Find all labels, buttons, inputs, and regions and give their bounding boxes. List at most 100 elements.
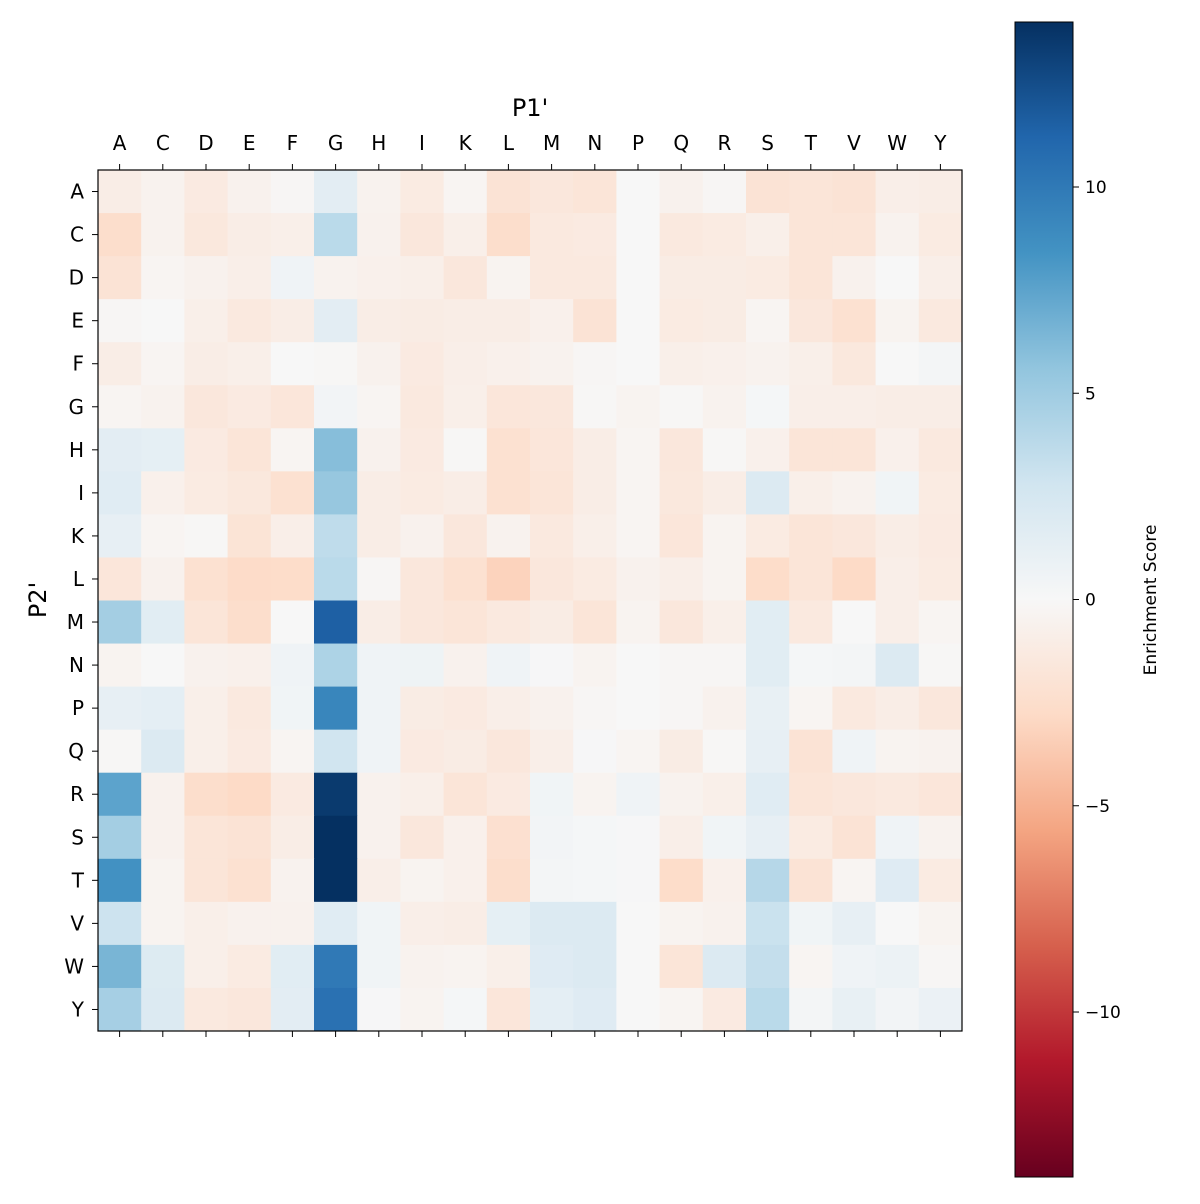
heatmap-cell-H-P: [616, 428, 661, 472]
heatmap-cell-N-I: [400, 643, 445, 688]
heatmap-cell-V-F: [270, 901, 315, 946]
heatmap-cell-G-F: [270, 385, 315, 429]
heatmap-cell-D-K: [443, 256, 488, 300]
y-tick-label: K: [71, 524, 85, 548]
heatmap-cell-C-G: [314, 213, 358, 257]
y-tick-label: I: [78, 481, 84, 505]
heatmap-cell-Y-F: [270, 987, 315, 1032]
heatmap-cell-W-N: [573, 944, 617, 989]
heatmap-cell-V-K: [443, 901, 488, 946]
heatmap-cell-E-Y: [918, 299, 963, 343]
heatmap-cell-F-H: [357, 342, 401, 386]
heatmap-cell-C-P: [616, 213, 661, 257]
heatmap-cell-P-K: [443, 686, 488, 731]
heatmap-cell-M-W: [875, 600, 920, 645]
heatmap-cell-Q-E: [227, 729, 272, 774]
heatmap-cell-N-P: [616, 643, 661, 688]
heatmap-cell-L-H: [357, 557, 401, 601]
heatmap-cell-H-S: [746, 428, 790, 472]
heatmap-cell-H-A: [98, 428, 142, 472]
heatmap-cell-M-R: [702, 600, 747, 645]
heatmap-cell-Q-G: [314, 729, 358, 774]
heatmap-cell-A-P: [616, 170, 661, 214]
heatmap-cell-M-D: [184, 600, 229, 645]
heatmap-cell-S-S: [746, 815, 790, 860]
heatmap-cell-K-V: [832, 514, 877, 558]
heatmap-cell-P-I: [400, 686, 445, 731]
heatmap-cell-S-W: [875, 815, 920, 860]
heatmap-cell-A-W: [875, 170, 920, 214]
heatmap-cell-Q-I: [400, 729, 445, 774]
colorbar-tick-label: −10: [1085, 1003, 1121, 1023]
heatmap-cell-V-Q: [659, 901, 704, 946]
heatmap-cell-E-Q: [659, 299, 704, 343]
heatmap-cell-N-T: [789, 643, 833, 688]
heatmap-cell-R-I: [400, 772, 445, 817]
heatmap-cell-F-E: [227, 342, 272, 386]
heatmap-cell-H-Q: [659, 428, 704, 472]
heatmap-cell-H-C: [141, 428, 185, 472]
colorbar-ticks: 10 5 0 −5 −10: [1073, 178, 1121, 1023]
heatmap-cell-S-F: [270, 815, 315, 860]
heatmap-cell-Y-L: [486, 987, 531, 1032]
x-tick-label: N: [587, 131, 602, 155]
heatmap-cell-P-A: [98, 686, 142, 731]
heatmap-cell-R-R: [702, 772, 747, 817]
heatmap-cell-S-V: [832, 815, 877, 860]
heatmap-cell-E-L: [486, 299, 531, 343]
heatmap-cell-S-A: [98, 815, 142, 860]
heatmap-cell-R-A: [98, 772, 142, 817]
y-tick-label: D: [69, 266, 84, 290]
heatmap-cell-Q-C: [141, 729, 185, 774]
heatmap-cell-Q-K: [443, 729, 488, 774]
heatmap-cell-W-W: [875, 944, 920, 989]
heatmap-cell-L-Y: [918, 557, 963, 601]
heatmap-cell-C-A: [98, 213, 142, 257]
heatmap-cell-T-H: [357, 858, 401, 903]
heatmap-cell-P-G: [314, 686, 358, 731]
x-tick-label: C: [156, 131, 170, 155]
heatmap-cell-I-E: [227, 471, 272, 515]
heatmap-cell-G-T: [789, 385, 833, 429]
heatmap-cell-D-C: [141, 256, 185, 300]
heatmap-cell-F-Y: [918, 342, 963, 386]
heatmap-cell-F-M: [530, 342, 574, 386]
heatmap-cell-V-T: [789, 901, 833, 946]
heatmap-cell-R-V: [832, 772, 877, 817]
heatmap-cell-T-S: [746, 858, 790, 903]
heatmap-cell-C-V: [832, 213, 877, 257]
y-tick-label: V: [70, 911, 84, 935]
x-tick-label: H: [371, 131, 386, 155]
heatmap-cell-V-R: [702, 901, 747, 946]
heatmap-cell-V-E: [227, 901, 272, 946]
heatmap-cell-G-W: [875, 385, 920, 429]
heatmap-cell-H-D: [184, 428, 229, 472]
heatmap-cell-N-E: [227, 643, 272, 688]
heatmap-cell-T-L: [486, 858, 531, 903]
heatmap-cell-G-E: [227, 385, 272, 429]
heatmap-cell-K-P: [616, 514, 661, 558]
heatmap-cell-Q-A: [98, 729, 142, 774]
heatmap-cell-A-D: [184, 170, 229, 214]
y-tick-label: E: [71, 309, 84, 333]
heatmap-cell-M-Y: [918, 600, 963, 645]
heatmap-cell-M-E: [227, 600, 272, 645]
heatmap-cell-A-L: [486, 170, 531, 214]
heatmap-cell-F-W: [875, 342, 920, 386]
heatmap-cell-E-A: [98, 299, 142, 343]
heatmap-cell-W-T: [789, 944, 833, 989]
heatmap-cell-H-T: [789, 428, 833, 472]
heatmap-cell-G-M: [530, 385, 574, 429]
heatmap-cell-Q-T: [789, 729, 833, 774]
heatmap-cell-T-R: [702, 858, 747, 903]
heatmap-cell-Y-M: [530, 987, 574, 1032]
heatmap-cell-V-P: [616, 901, 661, 946]
heatmap-cell-V-V: [832, 901, 877, 946]
heatmap-cell-W-L: [486, 944, 531, 989]
heatmap-cell-L-W: [875, 557, 920, 601]
heatmap-cell-A-G: [314, 170, 358, 214]
y-tick-label: P: [72, 696, 84, 720]
heatmap-cell-R-L: [486, 772, 531, 817]
heatmap-cell-Y-G: [314, 987, 358, 1032]
heatmap-cell-M-L: [486, 600, 531, 645]
